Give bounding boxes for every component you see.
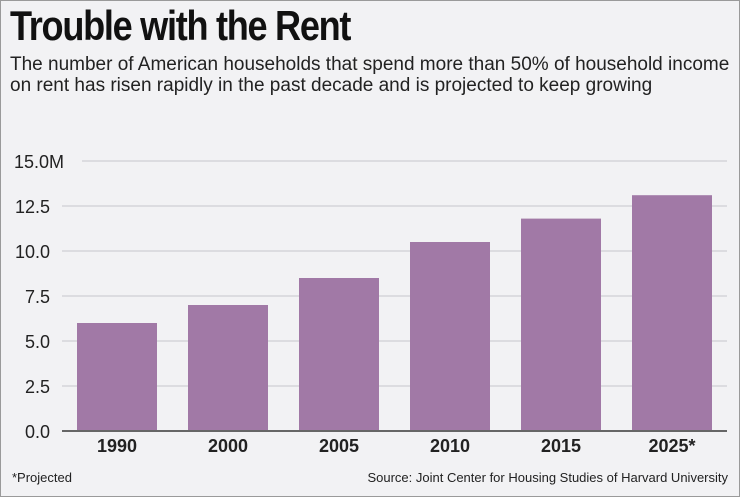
- bar: [299, 278, 379, 431]
- bar: [521, 218, 601, 431]
- source-note: Source: Joint Center for Housing Studies…: [367, 470, 728, 485]
- x-tick-label: 2000: [208, 436, 248, 456]
- y-tick-label: 5.0: [25, 332, 50, 352]
- chart-subtitle: The number of American households that s…: [10, 54, 730, 96]
- x-tick-label: 2015: [541, 436, 581, 456]
- y-tick-label: 15.0M: [14, 152, 64, 172]
- bar: [188, 305, 268, 431]
- x-tick-label: 2010: [430, 436, 470, 456]
- x-tick-label: 2025*: [648, 436, 695, 456]
- y-tick-label: 7.5: [25, 287, 50, 307]
- y-tick-label: 10.0: [15, 242, 50, 262]
- y-tick-label: 12.5: [15, 197, 50, 217]
- bar: [77, 323, 157, 431]
- projected-note: *Projected: [12, 470, 72, 485]
- y-tick-label: 0.0: [25, 422, 50, 442]
- bar: [632, 195, 712, 431]
- bar: [410, 242, 490, 431]
- y-tick-label: 2.5: [25, 377, 50, 397]
- x-tick-label: 1990: [97, 436, 137, 456]
- x-tick-label: 2005: [319, 436, 359, 456]
- chart-title: Trouble with the Rent: [10, 2, 351, 49]
